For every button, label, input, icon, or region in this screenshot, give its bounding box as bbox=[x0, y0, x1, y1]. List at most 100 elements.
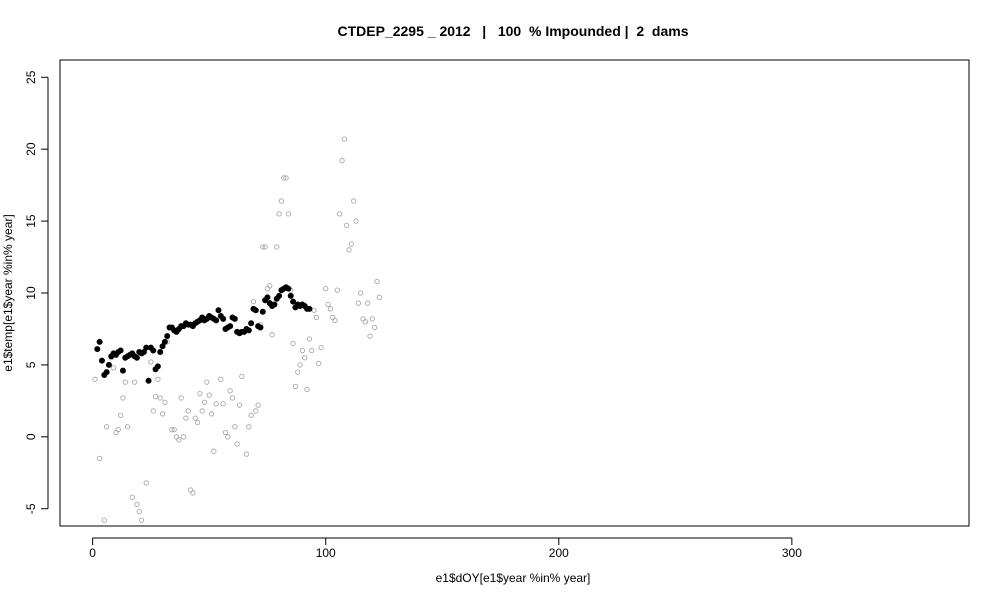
data-point-open bbox=[110, 365, 117, 371]
data-point-open bbox=[246, 424, 252, 430]
data-point-open bbox=[262, 244, 268, 250]
data-point-filled bbox=[306, 305, 313, 312]
data-point-open bbox=[185, 408, 191, 414]
x-tick-label: 200 bbox=[549, 546, 569, 560]
data-point-open bbox=[332, 317, 338, 323]
y-axis-label: e1$temp[e1$year %in% year] bbox=[1, 214, 15, 371]
data-point-open bbox=[290, 340, 296, 346]
data-point-open bbox=[341, 136, 348, 142]
data-point-open bbox=[297, 362, 303, 368]
series-2 bbox=[94, 284, 313, 384]
data-point-open bbox=[171, 426, 177, 433]
data-point-open bbox=[348, 241, 354, 247]
data-point-open bbox=[229, 395, 236, 401]
data-point-open bbox=[325, 301, 331, 308]
data-point-open bbox=[323, 286, 329, 292]
y-tick-label: 15 bbox=[24, 214, 38, 228]
chart-title: CTDEP_2295 _ 2012 | 100 % Impounded | 2 … bbox=[338, 23, 689, 39]
data-point-open bbox=[339, 158, 345, 164]
data-point-open bbox=[255, 402, 261, 408]
data-point-open bbox=[330, 314, 336, 321]
data-point-open bbox=[299, 347, 306, 354]
data-point-filled bbox=[117, 347, 124, 354]
data-point-open bbox=[264, 286, 271, 292]
data-point-open bbox=[232, 424, 238, 430]
data-point-open bbox=[360, 316, 366, 322]
data-point-filled bbox=[215, 307, 222, 314]
data-point-open bbox=[199, 408, 205, 414]
data-point-open bbox=[92, 376, 98, 382]
data-point-filled bbox=[161, 338, 168, 345]
data-point-open bbox=[365, 300, 371, 306]
data-point-open bbox=[148, 359, 154, 365]
data-point-open bbox=[157, 395, 163, 401]
data-point-open bbox=[152, 393, 159, 400]
data-point-open bbox=[346, 247, 352, 253]
data-point-open bbox=[176, 437, 182, 443]
data-point-open bbox=[227, 388, 233, 394]
data-point-open bbox=[276, 211, 282, 217]
data-point-open bbox=[351, 198, 357, 204]
data-point-filled bbox=[264, 294, 271, 301]
data-point-open bbox=[169, 426, 175, 433]
data-point-filled bbox=[119, 367, 126, 374]
data-point-open bbox=[311, 307, 317, 313]
data-point-open bbox=[178, 395, 184, 401]
y-tick-label: 5 bbox=[24, 361, 38, 368]
data-point-open bbox=[143, 480, 149, 486]
data-point-open bbox=[197, 391, 203, 397]
data-point-open bbox=[248, 412, 254, 418]
data-point-open bbox=[318, 345, 324, 351]
data-point-open bbox=[222, 429, 229, 436]
series-layer bbox=[92, 136, 382, 523]
data-point-open bbox=[124, 424, 131, 430]
data-point-open bbox=[372, 324, 378, 331]
y-tick-label: 10 bbox=[24, 286, 38, 300]
data-point-open bbox=[337, 211, 343, 217]
data-point-open bbox=[134, 501, 140, 508]
data-point-open bbox=[374, 278, 380, 285]
data-point-filled bbox=[259, 308, 266, 315]
data-point-open bbox=[334, 287, 341, 293]
data-point-open bbox=[113, 429, 119, 436]
data-point-open bbox=[250, 298, 257, 305]
data-point-filled bbox=[157, 348, 164, 355]
data-point-open bbox=[316, 360, 322, 367]
series-1 bbox=[92, 136, 382, 523]
data-point-filled bbox=[98, 357, 105, 364]
data-point-filled bbox=[287, 292, 294, 299]
data-point-open bbox=[278, 198, 285, 204]
data-point-filled bbox=[231, 315, 238, 322]
data-point-open bbox=[211, 448, 217, 454]
data-point-filled bbox=[154, 363, 161, 370]
data-point-open bbox=[358, 290, 364, 296]
data-point-filled bbox=[252, 307, 259, 314]
data-point-open bbox=[101, 517, 107, 523]
data-point-open bbox=[204, 379, 210, 385]
data-point-open bbox=[194, 419, 201, 426]
data-point-open bbox=[138, 517, 145, 523]
data-point-open bbox=[344, 222, 350, 229]
data-point-filled bbox=[227, 323, 234, 330]
data-point-open bbox=[304, 386, 310, 393]
data-point-open bbox=[260, 244, 266, 250]
data-point-open bbox=[239, 373, 245, 380]
data-point-open bbox=[225, 434, 231, 440]
data-point-open bbox=[218, 376, 224, 382]
data-point-filled bbox=[248, 320, 255, 327]
data-point-open bbox=[159, 411, 166, 417]
data-point-open bbox=[206, 392, 212, 398]
data-point-open bbox=[136, 508, 142, 515]
data-point-filled bbox=[245, 327, 252, 334]
data-point-open bbox=[96, 455, 103, 462]
data-point-open bbox=[313, 314, 320, 321]
data-point-filled bbox=[257, 324, 264, 331]
data-point-filled bbox=[133, 354, 140, 361]
data-point-open bbox=[155, 376, 161, 382]
data-point-filled bbox=[164, 333, 171, 340]
data-point-open bbox=[208, 411, 215, 417]
data-point-filled bbox=[103, 369, 110, 376]
data-point-filled bbox=[150, 347, 157, 354]
data-point-open bbox=[103, 424, 110, 430]
data-point-filled bbox=[271, 301, 278, 308]
